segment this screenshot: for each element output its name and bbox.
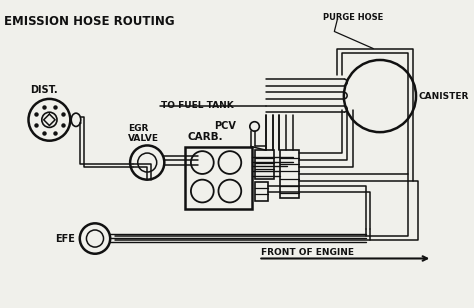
Text: PURGE HOSE: PURGE HOSE (323, 14, 383, 22)
Text: TO FUEL TANK: TO FUEL TANK (162, 101, 234, 110)
Bar (255, 150, 273, 179)
Text: EFE: EFE (55, 233, 75, 244)
Bar (185, 147, 252, 209)
Text: FRONT OF ENGINE: FRONT OF ENGINE (261, 248, 354, 257)
Text: DIST.: DIST. (30, 85, 58, 95)
Text: EGR
VALVE: EGR VALVE (128, 124, 159, 143)
Text: CARB.: CARB. (187, 132, 223, 142)
Text: EMISSION HOSE ROUTING: EMISSION HOSE ROUTING (4, 15, 174, 28)
Bar (255, 181, 268, 201)
Text: PCV: PCV (214, 121, 236, 132)
Bar (280, 150, 299, 198)
Text: CANISTER: CANISTER (419, 91, 469, 100)
